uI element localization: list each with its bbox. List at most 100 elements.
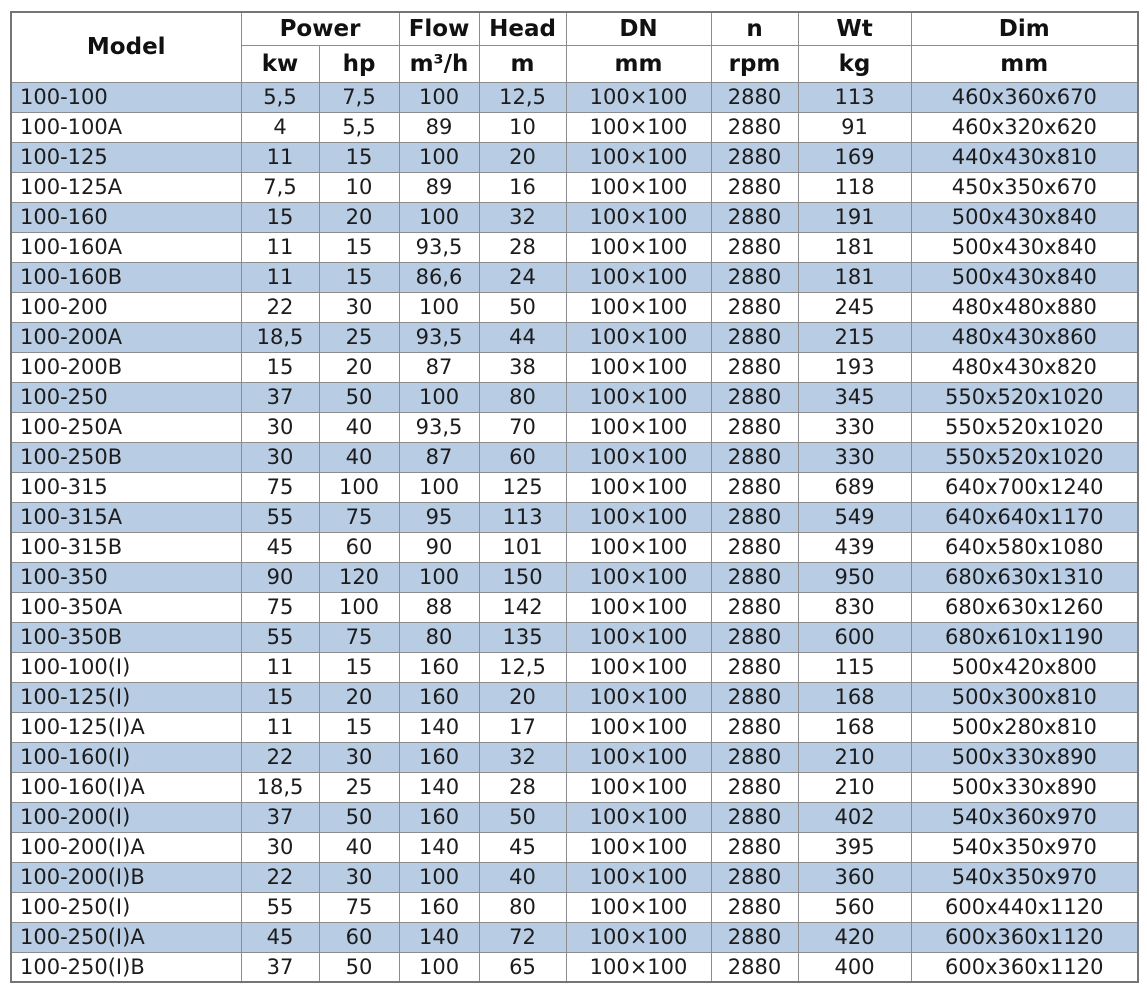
cell-hp: 5,5 [318,111,400,143]
cell-dn: 100×100 [565,741,712,773]
cell-rpm: 2880 [710,951,799,983]
cell-model: 100-200(I)B [10,861,242,893]
cell-wt: 689 [797,471,912,503]
cell-hp: 100 [318,471,400,503]
cell-flow: 88 [398,591,480,623]
cell-dn: 100×100 [565,291,712,323]
cell-wt: 549 [797,501,912,533]
cell-hp: 60 [318,921,400,953]
cell-dim: 540x360x970 [910,801,1139,833]
cell-wt: 118 [797,171,912,203]
cell-dn: 100×100 [565,381,712,413]
cell-flow: 160 [398,681,480,713]
cell-model: 100-160(I)A [10,771,242,803]
cell-model: 100-315B [10,531,242,563]
cell-kw: 22 [240,861,320,893]
cell-kw: 75 [240,591,320,623]
cell-flow: 89 [398,111,480,143]
table-row: 100-125 11 15 100 20 100×100 2880 169 440x430x81… [10,141,1139,173]
cell-rpm: 2880 [710,711,799,743]
cell-dn: 100×100 [565,621,712,653]
cell-rpm: 2880 [710,201,799,233]
cell-dim: 600x360x1120 [910,951,1139,983]
cell-kw: 7,5 [240,171,320,203]
cell-wt: 830 [797,591,912,623]
cell-model: 100-125A [10,171,242,203]
cell-dim: 500x330x890 [910,741,1139,773]
cell-dim: 680x630x1310 [910,561,1139,593]
header-unit-dn: mm [565,44,712,83]
cell-dim: 460x320x620 [910,111,1139,143]
cell-rpm: 2880 [710,171,799,203]
table-row: 100-160(I)A 18,5 25 140 28 100×100 2880 210 500x… [10,771,1139,803]
cell-rpm: 2880 [710,561,799,593]
cell-rpm: 2880 [710,591,799,623]
cell-dim: 500x430x840 [910,261,1139,293]
cell-wt: 360 [797,861,912,893]
cell-dn: 100×100 [565,501,712,533]
cell-head: 12,5 [478,81,567,113]
cell-dn: 100×100 [565,171,712,203]
cell-dn: 100×100 [565,471,712,503]
table-row: 100-250A 30 40 93,5 70 100×100 2880 330 550x520x… [10,411,1139,443]
cell-model: 100-200(I) [10,801,242,833]
table-row: 100-160 15 20 100 32 100×100 2880 191 500x430x84… [10,201,1139,233]
cell-flow: 160 [398,891,480,923]
header-dim: Dim [910,11,1139,46]
cell-kw: 15 [240,201,320,233]
cell-rpm: 2880 [710,81,799,113]
cell-dim: 600x360x1120 [910,921,1139,953]
cell-dn: 100×100 [565,891,712,923]
cell-model: 100-160(I) [10,741,242,773]
header-model: Model [10,11,242,83]
cell-head: 32 [478,741,567,773]
cell-hp: 15 [318,141,400,173]
cell-dn: 100×100 [565,351,712,383]
cell-model: 100-100(I) [10,651,242,683]
cell-flow: 140 [398,831,480,863]
cell-dn: 100×100 [565,201,712,233]
cell-head: 50 [478,801,567,833]
header-head: Head [478,11,567,46]
cell-dim: 680x630x1260 [910,591,1139,623]
cell-kw: 15 [240,351,320,383]
table-row: 100-350 90 120 100 150 100×100 2880 950 680x630x… [10,561,1139,593]
cell-dn: 100×100 [565,441,712,473]
cell-wt: 420 [797,921,912,953]
cell-dim: 500x430x840 [910,231,1139,263]
cell-head: 32 [478,201,567,233]
cell-dn: 100×100 [565,561,712,593]
cell-model: 100-250 [10,381,242,413]
cell-rpm: 2880 [710,801,799,833]
cell-wt: 330 [797,411,912,443]
cell-dn: 100×100 [565,231,712,263]
cell-hp: 75 [318,621,400,653]
cell-dim: 460x360x670 [910,81,1139,113]
cell-kw: 55 [240,501,320,533]
cell-head: 60 [478,441,567,473]
table-row: 100-125A 7,5 10 89 16 100×100 2880 118 450x350x6… [10,171,1139,203]
cell-dim: 600x440x1120 [910,891,1139,923]
cell-flow: 160 [398,741,480,773]
cell-hp: 50 [318,381,400,413]
table-row: 100-250 37 50 100 80 100×100 2880 345 550x520x10… [10,381,1139,413]
cell-kw: 18,5 [240,771,320,803]
cell-hp: 30 [318,741,400,773]
table-row: 100-350A 75 100 88 142 100×100 2880 830 680x630x… [10,591,1139,623]
cell-model: 100-200A [10,321,242,353]
table-row: 100-100A 4 5,5 89 10 100×100 2880 91 460x320x620 [10,111,1139,143]
cell-head: 142 [478,591,567,623]
cell-dn: 100×100 [565,681,712,713]
cell-flow: 100 [398,201,480,233]
cell-rpm: 2880 [710,861,799,893]
cell-wt: 950 [797,561,912,593]
cell-kw: 30 [240,411,320,443]
cell-dim: 540x350x970 [910,831,1139,863]
table-row: 100-200 22 30 100 50 100×100 2880 245 480x480x88… [10,291,1139,323]
cell-rpm: 2880 [710,141,799,173]
table-body: 100-100 5,5 7,5 100 12,5 100×100 2880 113 460x36… [10,81,1139,983]
cell-kw: 75 [240,471,320,503]
cell-dn: 100×100 [565,861,712,893]
cell-wt: 193 [797,351,912,383]
table-row: 100-315 75 100 100 125 100×100 2880 689 640x700x… [10,471,1139,503]
